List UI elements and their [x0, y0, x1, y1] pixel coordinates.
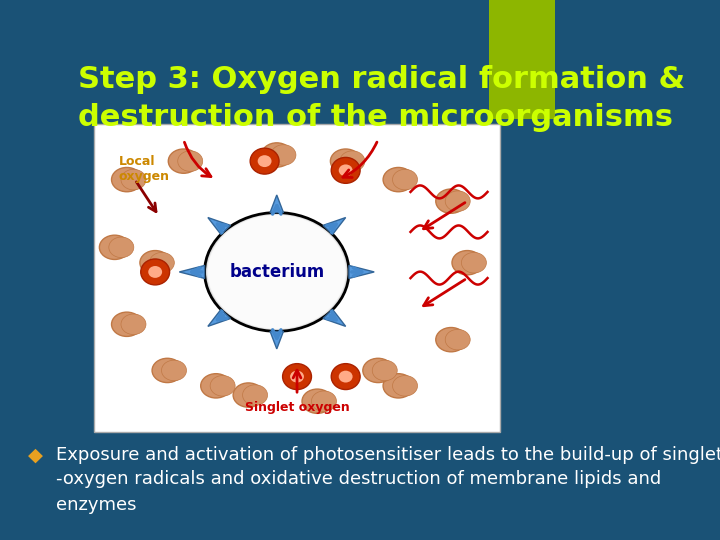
- Ellipse shape: [445, 191, 470, 211]
- Ellipse shape: [99, 235, 130, 259]
- Ellipse shape: [331, 157, 360, 183]
- Ellipse shape: [207, 214, 347, 330]
- Ellipse shape: [312, 391, 336, 411]
- Ellipse shape: [140, 251, 171, 275]
- Ellipse shape: [383, 167, 413, 192]
- Ellipse shape: [452, 251, 482, 275]
- Ellipse shape: [210, 376, 235, 396]
- Ellipse shape: [149, 252, 174, 273]
- Ellipse shape: [243, 385, 268, 406]
- Ellipse shape: [282, 363, 312, 389]
- Polygon shape: [349, 266, 374, 279]
- Ellipse shape: [112, 312, 142, 336]
- Polygon shape: [270, 332, 284, 349]
- Ellipse shape: [445, 329, 470, 350]
- Ellipse shape: [340, 151, 365, 171]
- Ellipse shape: [207, 215, 346, 329]
- Polygon shape: [323, 218, 346, 234]
- Ellipse shape: [436, 327, 467, 352]
- Ellipse shape: [258, 155, 271, 167]
- FancyBboxPatch shape: [489, 0, 555, 119]
- Text: Step 3: Oxygen radical formation &: Step 3: Oxygen radical formation &: [78, 65, 685, 94]
- Ellipse shape: [205, 213, 348, 331]
- Ellipse shape: [178, 151, 203, 171]
- Ellipse shape: [109, 237, 134, 258]
- Ellipse shape: [338, 370, 353, 382]
- Ellipse shape: [206, 214, 348, 330]
- Ellipse shape: [208, 215, 346, 329]
- Ellipse shape: [206, 213, 348, 330]
- Text: Exposure and activation of photosensitiser leads to the build-up of singlet
-oxy: Exposure and activation of photosensitis…: [55, 446, 720, 514]
- Ellipse shape: [372, 360, 397, 381]
- Ellipse shape: [205, 213, 348, 330]
- Ellipse shape: [331, 363, 360, 389]
- Ellipse shape: [161, 360, 186, 381]
- Ellipse shape: [302, 389, 333, 414]
- Ellipse shape: [338, 164, 353, 176]
- Text: Local
oxygen: Local oxygen: [119, 155, 170, 183]
- Ellipse shape: [148, 266, 162, 278]
- Ellipse shape: [208, 215, 346, 328]
- Ellipse shape: [392, 170, 418, 190]
- FancyBboxPatch shape: [94, 124, 500, 432]
- Ellipse shape: [207, 215, 346, 329]
- Text: Singlet oxygen: Singlet oxygen: [245, 401, 349, 414]
- Ellipse shape: [436, 189, 467, 213]
- Ellipse shape: [112, 167, 142, 192]
- Ellipse shape: [207, 214, 347, 329]
- Ellipse shape: [330, 149, 361, 173]
- Ellipse shape: [363, 359, 393, 382]
- Ellipse shape: [261, 143, 292, 167]
- Ellipse shape: [271, 145, 296, 165]
- Ellipse shape: [207, 214, 346, 329]
- Polygon shape: [208, 218, 230, 234]
- Text: destruction of the microorganisms: destruction of the microorganisms: [78, 103, 672, 132]
- Text: bacterium: bacterium: [229, 263, 325, 281]
- Ellipse shape: [392, 376, 418, 396]
- Ellipse shape: [121, 170, 146, 190]
- Ellipse shape: [462, 252, 487, 273]
- Ellipse shape: [206, 214, 348, 330]
- Ellipse shape: [201, 374, 231, 398]
- Ellipse shape: [383, 374, 413, 398]
- Ellipse shape: [207, 214, 346, 329]
- Ellipse shape: [121, 314, 146, 334]
- Polygon shape: [208, 309, 230, 326]
- Ellipse shape: [206, 214, 347, 330]
- Ellipse shape: [152, 359, 183, 382]
- Polygon shape: [179, 266, 204, 279]
- Ellipse shape: [168, 149, 199, 173]
- Ellipse shape: [207, 215, 346, 329]
- Text: ◆: ◆: [28, 446, 42, 464]
- Ellipse shape: [250, 148, 279, 174]
- Ellipse shape: [205, 213, 348, 331]
- Ellipse shape: [290, 370, 304, 382]
- Ellipse shape: [140, 259, 170, 285]
- Ellipse shape: [207, 214, 347, 330]
- Ellipse shape: [233, 383, 264, 407]
- Ellipse shape: [204, 213, 348, 331]
- Polygon shape: [270, 195, 284, 213]
- Polygon shape: [323, 309, 346, 326]
- Ellipse shape: [205, 213, 348, 330]
- Ellipse shape: [204, 213, 349, 332]
